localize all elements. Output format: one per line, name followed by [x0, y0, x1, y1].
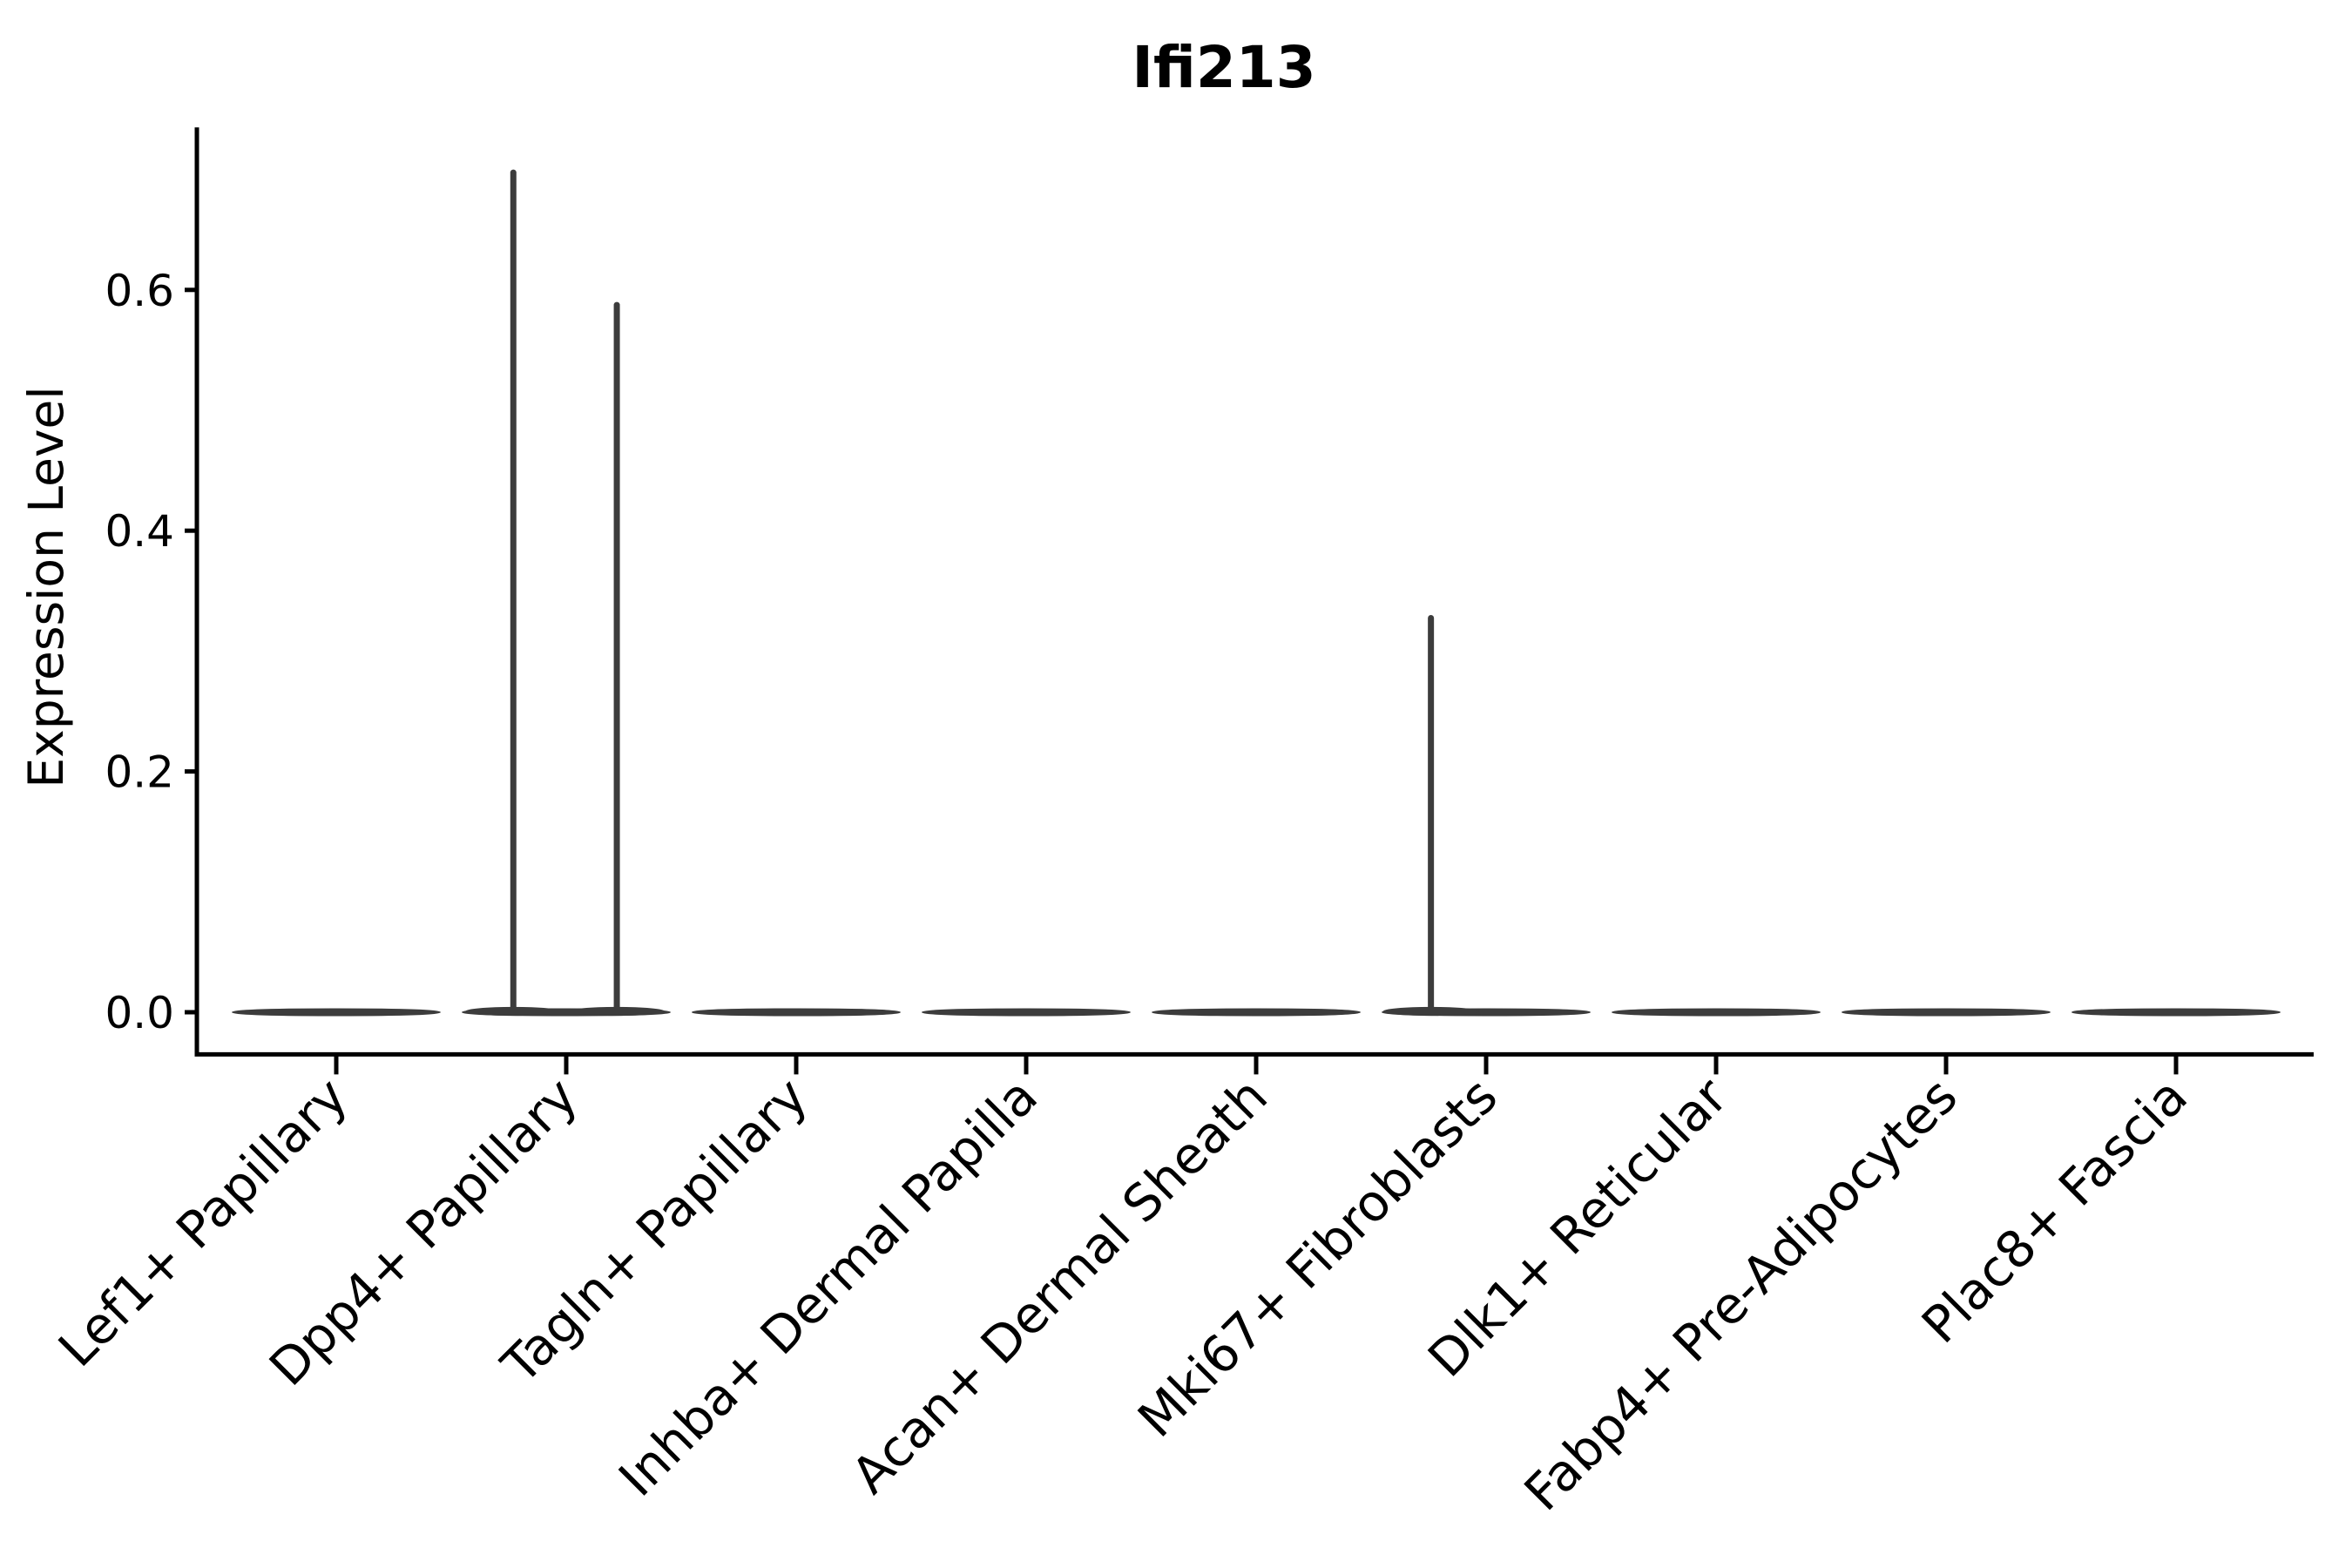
violin: [1842, 1008, 2051, 1017]
violin: [692, 1008, 901, 1017]
violin-spike: [613, 301, 620, 1014]
violin-spike: [510, 169, 517, 1015]
chart-title: Ifi213: [1132, 34, 1315, 101]
y-tick-label: 0.0: [105, 988, 174, 1038]
y-tick-label: 0.4: [105, 506, 174, 557]
violin-spike: [1428, 614, 1435, 1014]
violin: [232, 1008, 441, 1017]
violin: [922, 1008, 1131, 1017]
violin: [2072, 1008, 2281, 1017]
y-tick-label: 0.6: [105, 266, 174, 316]
violin: [1152, 1008, 1361, 1017]
y-tick-label: 0.2: [105, 747, 174, 798]
violin: [1612, 1008, 1821, 1017]
y-axis-label: Expression Level: [18, 386, 74, 787]
